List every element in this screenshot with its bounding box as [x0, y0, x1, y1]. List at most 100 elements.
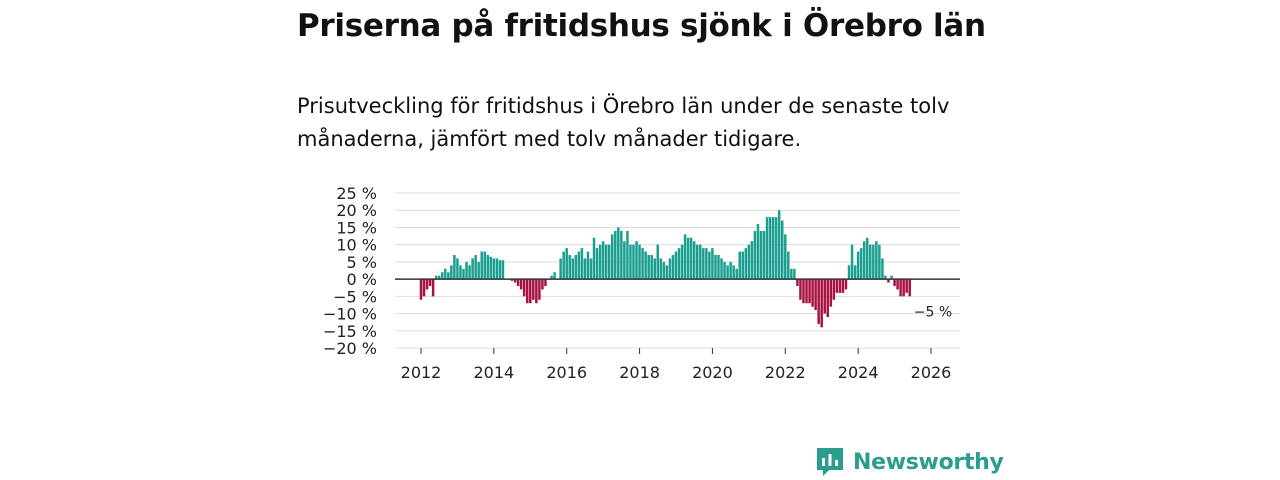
bar	[583, 258, 587, 280]
bar	[450, 265, 453, 280]
bar	[665, 265, 669, 280]
bar	[771, 217, 775, 280]
x-tick-label: 2016	[546, 363, 587, 382]
x-axis-ticks: 2012 2014 2016 2018 2020 2022 2024 2026	[401, 348, 952, 382]
y-tick-label: −10 %	[323, 305, 377, 324]
bar	[878, 244, 881, 280]
bar	[884, 275, 887, 280]
bar	[559, 258, 562, 280]
bar	[905, 279, 908, 293]
bar	[668, 258, 672, 280]
bar	[862, 241, 866, 280]
bar	[765, 217, 769, 280]
bar	[434, 275, 438, 280]
brand-name: Newsworthy	[853, 449, 1004, 475]
bar	[762, 230, 766, 280]
bar	[635, 241, 638, 280]
bar	[659, 258, 663, 280]
bar	[735, 268, 738, 280]
bar	[431, 279, 435, 297]
bar	[544, 279, 547, 286]
bar	[522, 279, 526, 297]
bar	[887, 279, 890, 283]
bar	[750, 241, 754, 280]
bar	[875, 241, 878, 280]
bar	[526, 279, 529, 304]
bar	[847, 265, 851, 280]
bar	[632, 244, 635, 280]
bar	[422, 279, 426, 297]
bar	[692, 241, 696, 280]
bar	[774, 217, 778, 280]
y-tick-label: −5 %	[333, 287, 377, 306]
bar	[550, 275, 553, 280]
bar	[553, 272, 556, 280]
bar	[562, 251, 565, 280]
bar	[881, 258, 884, 280]
bar	[516, 279, 520, 286]
bar	[441, 272, 444, 280]
bar	[695, 244, 699, 280]
bar	[626, 230, 629, 280]
brand-logo: Newsworthy	[815, 446, 1004, 478]
bar	[425, 279, 429, 290]
bar	[856, 251, 860, 280]
bar	[589, 258, 593, 280]
bar	[796, 279, 799, 286]
bar	[671, 255, 675, 280]
bar	[480, 251, 483, 280]
y-tick-label: 10 %	[336, 236, 377, 255]
y-tick-label: 0 %	[347, 270, 377, 289]
bar	[462, 268, 465, 280]
bar	[859, 248, 863, 280]
bar	[419, 279, 423, 300]
page-title: Priserna på fritidshus sjönk i Örebro lä…	[297, 8, 986, 44]
bar	[541, 279, 544, 290]
bar	[726, 265, 729, 280]
bar	[571, 258, 575, 280]
bar	[802, 279, 805, 304]
bar	[604, 244, 608, 280]
bar	[568, 255, 571, 280]
bar	[832, 279, 836, 300]
grid-lines	[395, 192, 960, 349]
bar	[741, 251, 745, 280]
y-tick-label: −15 %	[323, 322, 377, 341]
bar	[756, 224, 760, 280]
x-tick-label: 2026	[911, 363, 952, 382]
bar	[865, 237, 869, 280]
bar	[799, 279, 802, 300]
bar	[620, 230, 623, 280]
bar	[574, 255, 578, 280]
bar	[753, 230, 757, 280]
x-tick-label: 2020	[692, 363, 733, 382]
bar	[468, 265, 471, 280]
bar	[699, 244, 702, 280]
bar	[677, 248, 681, 280]
bar	[853, 265, 857, 280]
newsworthy-logo-icon	[817, 448, 843, 476]
bar	[869, 244, 872, 280]
bar	[492, 258, 496, 280]
bar	[787, 251, 790, 280]
bar	[629, 244, 632, 280]
chart-subtitle: Prisutveckling för fritidshus i Örebro l…	[297, 94, 950, 151]
bar	[674, 251, 678, 280]
bar	[623, 241, 626, 280]
bar	[708, 251, 711, 280]
bar	[680, 244, 684, 280]
y-tick-label: 15 %	[336, 218, 377, 237]
bar	[617, 227, 620, 280]
bar	[717, 255, 720, 280]
bar	[656, 244, 660, 280]
bar	[489, 256, 493, 280]
bar	[720, 258, 723, 280]
bar	[607, 244, 611, 280]
bar	[592, 237, 596, 280]
bar	[513, 279, 517, 283]
x-tick-label: 2018	[619, 363, 660, 382]
bar	[811, 279, 814, 307]
bar	[510, 279, 514, 281]
bar	[872, 244, 875, 280]
bar	[705, 248, 708, 280]
